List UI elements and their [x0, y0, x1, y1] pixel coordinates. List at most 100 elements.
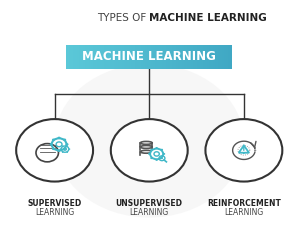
- FancyBboxPatch shape: [110, 45, 112, 69]
- Circle shape: [150, 157, 153, 159]
- FancyBboxPatch shape: [222, 45, 224, 69]
- FancyBboxPatch shape: [104, 45, 106, 69]
- Circle shape: [161, 157, 163, 159]
- Circle shape: [62, 145, 64, 147]
- Text: MACHINE LEARNING: MACHINE LEARNING: [82, 50, 216, 63]
- Text: !: !: [242, 147, 246, 156]
- FancyBboxPatch shape: [201, 45, 203, 69]
- FancyBboxPatch shape: [141, 45, 143, 69]
- FancyBboxPatch shape: [170, 45, 172, 69]
- FancyBboxPatch shape: [135, 45, 137, 69]
- FancyBboxPatch shape: [133, 45, 135, 69]
- FancyBboxPatch shape: [178, 45, 180, 69]
- FancyBboxPatch shape: [191, 45, 193, 69]
- FancyBboxPatch shape: [224, 45, 226, 69]
- Text: LEARNING: LEARNING: [35, 208, 74, 217]
- FancyBboxPatch shape: [143, 45, 145, 69]
- FancyBboxPatch shape: [85, 45, 87, 69]
- Circle shape: [60, 148, 61, 150]
- FancyBboxPatch shape: [215, 45, 217, 69]
- FancyBboxPatch shape: [153, 45, 155, 69]
- FancyBboxPatch shape: [73, 45, 75, 69]
- FancyBboxPatch shape: [122, 45, 124, 69]
- Circle shape: [155, 147, 158, 149]
- FancyBboxPatch shape: [66, 45, 68, 69]
- Text: SUPERVISED: SUPERVISED: [28, 199, 82, 208]
- FancyBboxPatch shape: [193, 45, 195, 69]
- FancyBboxPatch shape: [147, 45, 149, 69]
- FancyBboxPatch shape: [212, 45, 213, 69]
- Text: UNSUPERVISED: UNSUPERVISED: [116, 199, 183, 208]
- FancyBboxPatch shape: [158, 45, 160, 69]
- FancyBboxPatch shape: [166, 45, 168, 69]
- FancyBboxPatch shape: [102, 45, 104, 69]
- FancyBboxPatch shape: [128, 45, 130, 69]
- Circle shape: [58, 150, 61, 152]
- FancyBboxPatch shape: [230, 45, 232, 69]
- FancyBboxPatch shape: [149, 45, 151, 69]
- Text: REINFORCEMENT: REINFORCEMENT: [207, 199, 281, 208]
- FancyBboxPatch shape: [118, 45, 120, 69]
- FancyBboxPatch shape: [112, 45, 114, 69]
- FancyBboxPatch shape: [139, 45, 141, 69]
- FancyBboxPatch shape: [114, 45, 116, 69]
- FancyBboxPatch shape: [87, 45, 89, 69]
- Circle shape: [111, 119, 188, 182]
- Circle shape: [63, 139, 66, 141]
- FancyBboxPatch shape: [187, 45, 189, 69]
- Circle shape: [62, 152, 64, 153]
- Text: LEARNING: LEARNING: [224, 208, 263, 217]
- FancyBboxPatch shape: [116, 45, 118, 69]
- FancyBboxPatch shape: [93, 45, 95, 69]
- FancyBboxPatch shape: [70, 45, 73, 69]
- FancyBboxPatch shape: [164, 45, 166, 69]
- FancyBboxPatch shape: [195, 45, 197, 69]
- FancyBboxPatch shape: [218, 45, 220, 69]
- Circle shape: [55, 64, 244, 217]
- FancyBboxPatch shape: [124, 45, 127, 69]
- FancyBboxPatch shape: [145, 45, 147, 69]
- FancyBboxPatch shape: [79, 45, 81, 69]
- FancyBboxPatch shape: [108, 45, 110, 69]
- FancyBboxPatch shape: [91, 45, 93, 69]
- Text: LEARNING: LEARNING: [130, 208, 169, 217]
- FancyBboxPatch shape: [180, 45, 182, 69]
- Circle shape: [150, 149, 153, 151]
- FancyBboxPatch shape: [189, 45, 191, 69]
- FancyBboxPatch shape: [226, 45, 228, 69]
- Circle shape: [163, 153, 165, 155]
- Text: MACHINE LEARNING: MACHINE LEARNING: [149, 13, 267, 23]
- FancyBboxPatch shape: [151, 45, 153, 69]
- FancyBboxPatch shape: [197, 45, 199, 69]
- FancyBboxPatch shape: [130, 45, 133, 69]
- FancyBboxPatch shape: [120, 45, 122, 69]
- Circle shape: [50, 143, 52, 146]
- Circle shape: [66, 143, 68, 146]
- Circle shape: [68, 148, 70, 150]
- FancyBboxPatch shape: [205, 45, 207, 69]
- FancyBboxPatch shape: [137, 45, 139, 69]
- Circle shape: [66, 152, 68, 153]
- FancyBboxPatch shape: [168, 45, 170, 69]
- FancyBboxPatch shape: [228, 45, 230, 69]
- FancyBboxPatch shape: [98, 45, 100, 69]
- Circle shape: [150, 149, 163, 159]
- FancyBboxPatch shape: [75, 45, 77, 69]
- Circle shape: [66, 145, 68, 147]
- FancyBboxPatch shape: [209, 45, 211, 69]
- FancyBboxPatch shape: [162, 45, 164, 69]
- Text: TYPES OF: TYPES OF: [97, 13, 149, 23]
- FancyBboxPatch shape: [89, 45, 91, 69]
- FancyBboxPatch shape: [68, 45, 70, 69]
- FancyBboxPatch shape: [220, 45, 222, 69]
- FancyBboxPatch shape: [176, 45, 178, 69]
- FancyBboxPatch shape: [207, 45, 209, 69]
- FancyBboxPatch shape: [83, 45, 85, 69]
- Circle shape: [161, 149, 163, 151]
- FancyBboxPatch shape: [95, 45, 98, 69]
- FancyBboxPatch shape: [213, 45, 215, 69]
- FancyBboxPatch shape: [155, 45, 158, 69]
- Circle shape: [63, 148, 66, 150]
- FancyBboxPatch shape: [199, 45, 201, 69]
- Circle shape: [155, 159, 158, 161]
